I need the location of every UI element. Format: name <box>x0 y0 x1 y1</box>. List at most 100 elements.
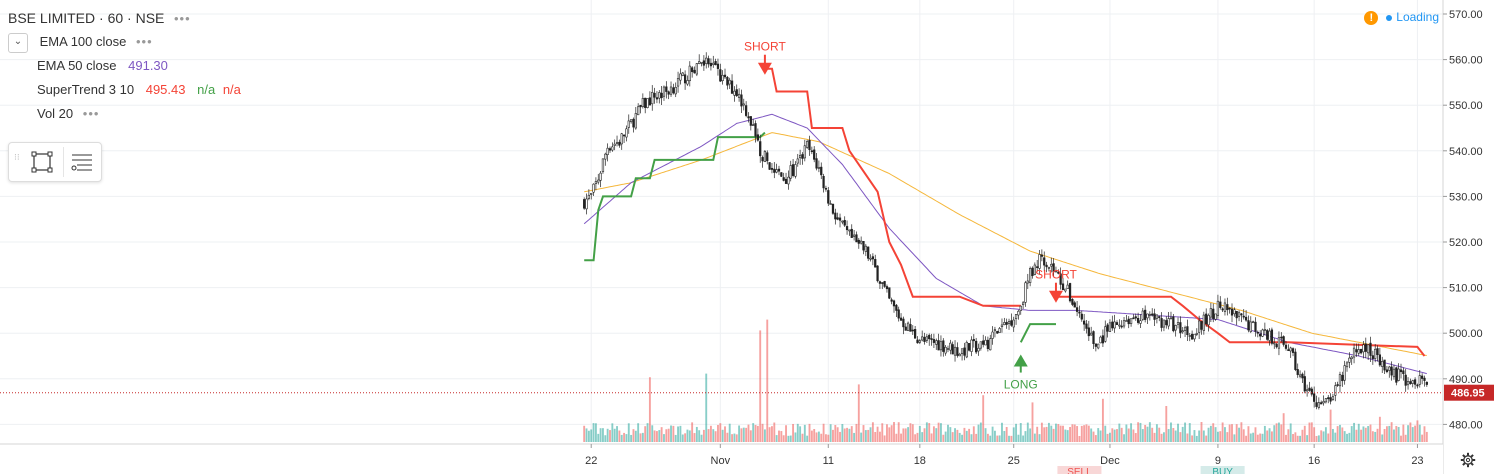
candle-body <box>1000 324 1004 328</box>
volume-bar <box>1355 429 1358 442</box>
candle-body <box>986 339 990 349</box>
candle-body <box>592 183 595 193</box>
candle-body <box>766 152 769 162</box>
candle-body <box>1165 320 1168 326</box>
candle-body <box>1057 271 1060 274</box>
candle-body <box>1240 313 1243 316</box>
candle-body <box>1219 301 1222 308</box>
candle-body <box>1334 385 1337 396</box>
volume-bar <box>1397 426 1400 442</box>
candle-body <box>1183 327 1187 331</box>
supertrend-label[interactable]: SuperTrend 3 10 <box>37 82 135 97</box>
volume-bar <box>822 423 825 442</box>
volume-bar <box>1111 428 1114 442</box>
volume-bar <box>806 435 809 442</box>
volume-bar <box>1249 433 1252 442</box>
candle-body <box>975 340 978 353</box>
volume-bar <box>813 429 816 442</box>
ema100-label[interactable]: EMA 100 close <box>39 34 127 49</box>
candle-body <box>906 322 910 331</box>
volume-bar <box>1404 434 1407 442</box>
supertrend-line <box>584 67 1426 357</box>
candle-body <box>1005 322 1008 325</box>
candle-body <box>1261 329 1264 337</box>
gear-icon[interactable] <box>1460 452 1476 468</box>
volume-bar <box>761 423 764 442</box>
last-price-tag <box>1444 384 1494 401</box>
volume-bar <box>1367 426 1370 442</box>
volume-bar <box>836 427 839 442</box>
collapse-legend-button[interactable]: ⌄ <box>8 32 28 53</box>
price-tick-label: 490.00 <box>1449 374 1483 386</box>
time-tick-label: 11 <box>823 455 834 467</box>
ema100-options-icon[interactable]: ••• <box>135 34 153 49</box>
candle-body <box>1385 369 1389 373</box>
settings-lines-icon[interactable] <box>70 151 94 173</box>
warning-icon[interactable]: ! <box>1364 10 1379 25</box>
symbol-title: BSE LIMITED · 60 · NSE <box>8 10 165 26</box>
candle-body <box>1374 348 1377 359</box>
volume-bar <box>1094 435 1097 442</box>
short-signal-label: SHORT <box>744 40 786 54</box>
volume-bar <box>1393 429 1395 442</box>
volume-label[interactable]: Vol 20 <box>37 106 74 121</box>
candle-body <box>1294 351 1297 370</box>
candle-body <box>1298 374 1302 377</box>
volume-bar <box>1055 423 1057 442</box>
volume-bar <box>717 424 719 442</box>
volume-bar <box>637 423 640 442</box>
supertrend-na-1: n/a <box>197 82 216 97</box>
candle-body <box>789 165 792 179</box>
volume-bar <box>864 430 867 442</box>
candle-body <box>648 97 652 106</box>
candle-body <box>864 245 867 252</box>
volume-bar <box>1212 423 1215 442</box>
volume-bar <box>590 429 593 442</box>
volume-bar <box>993 430 996 442</box>
candle-body <box>860 240 863 244</box>
volume-bar <box>618 430 621 442</box>
volume-bar <box>625 434 628 442</box>
candle-body <box>1139 320 1142 324</box>
candle-body <box>852 234 856 237</box>
candle-body <box>1122 320 1126 327</box>
candle-body <box>1167 318 1170 327</box>
candle-body <box>972 339 975 342</box>
ema50-label[interactable]: EMA 50 close <box>37 58 117 73</box>
more-options-icon[interactable]: ••• <box>174 11 191 26</box>
candle-body <box>911 329 914 332</box>
candle-body <box>641 98 644 107</box>
volume-bar <box>794 432 797 442</box>
volume-options-icon[interactable]: ••• <box>82 106 100 121</box>
candle-body <box>890 299 893 302</box>
candle-body <box>1421 375 1424 379</box>
candle-body <box>871 256 875 260</box>
volume-bar <box>754 424 757 442</box>
rectangle-tool-icon[interactable] <box>31 151 53 173</box>
volume-bar <box>932 426 935 442</box>
drag-handle-icon[interactable]: ⁝⁝ <box>14 152 20 162</box>
volume-bar <box>1390 422 1393 442</box>
candle-body <box>587 194 590 199</box>
candle-body <box>794 164 797 177</box>
short-signal-label: SHORT <box>1035 268 1077 282</box>
volume-bar <box>726 432 729 442</box>
candle-body <box>1113 321 1116 329</box>
candle-body <box>1367 344 1370 354</box>
candle-body <box>822 175 825 189</box>
candle-body <box>881 282 884 284</box>
volume-bar <box>602 428 604 442</box>
candle-body <box>1230 308 1234 316</box>
volume-bar <box>695 426 698 442</box>
candle-body <box>1068 283 1072 302</box>
volume-bar <box>1146 426 1149 442</box>
last-price-label: 486.95 <box>1451 388 1485 400</box>
candle-body <box>672 87 675 94</box>
candle-body <box>904 326 907 331</box>
candle-body <box>888 287 891 299</box>
volume-bar <box>1324 427 1327 442</box>
ema-50-line <box>583 113 1427 375</box>
volume-bar <box>1202 430 1205 442</box>
candle-body <box>1296 369 1299 375</box>
